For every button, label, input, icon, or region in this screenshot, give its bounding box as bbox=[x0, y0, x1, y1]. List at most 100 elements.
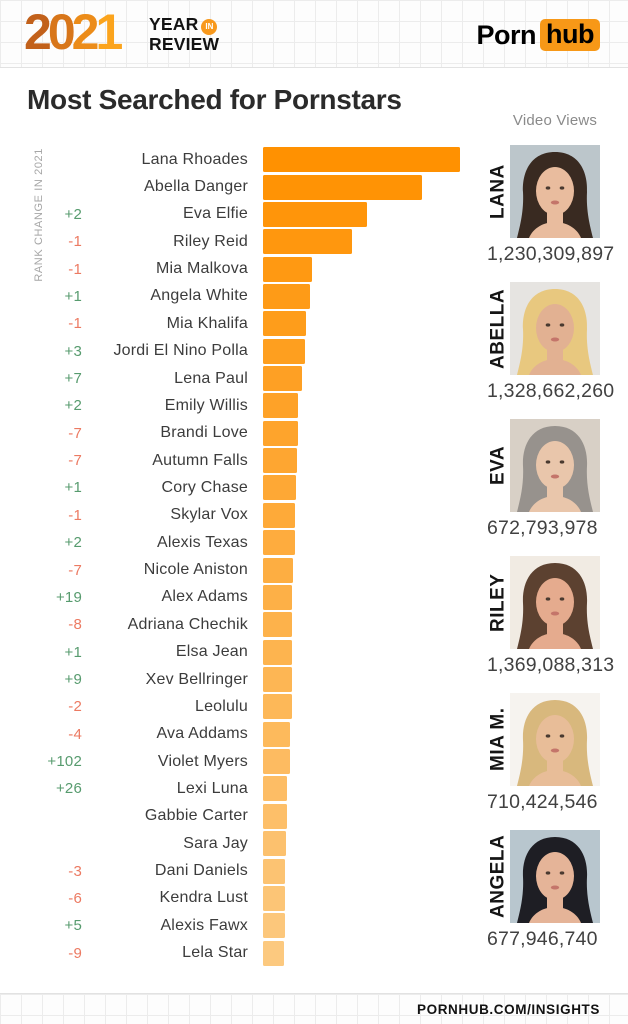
profile-name-vertical: EVA bbox=[487, 445, 509, 486]
pornstar-name: Violet Myers bbox=[157, 752, 248, 770]
rank-change-value: -4 bbox=[68, 725, 82, 743]
pornstar-name: Xev Bellringer bbox=[145, 670, 248, 688]
profile-photo bbox=[510, 556, 600, 649]
profile-video-views-count: 672,793,978 bbox=[487, 517, 598, 539]
video-views-sidebar: Video Views LANA 1,230,309,897 ABELLA 1,… bbox=[487, 112, 615, 951]
rank-change-value: -7 bbox=[68, 452, 82, 470]
rank-change-value: -3 bbox=[68, 862, 82, 880]
search-volume-bar bbox=[263, 557, 293, 583]
search-volume-bar bbox=[263, 776, 287, 802]
in-circle-badge: IN bbox=[201, 19, 218, 35]
chart-row: Lana Rhoades bbox=[0, 146, 628, 173]
profile-block: ANGELA 677,946,740 bbox=[487, 830, 600, 951]
search-volume-bar bbox=[263, 229, 352, 255]
pornstar-name: Riley Reid bbox=[173, 232, 248, 250]
search-volume-bar bbox=[263, 612, 292, 638]
pornstar-name: Brandi Love bbox=[160, 424, 248, 442]
chart-row: +1 Angela White bbox=[0, 283, 628, 310]
chart-row: -2 Leolulu bbox=[0, 693, 628, 720]
pornstar-name: Lexi Luna bbox=[176, 779, 248, 797]
year-in-review-label: YEAR IN REVIEW bbox=[149, 15, 219, 53]
search-volume-bar bbox=[263, 885, 285, 911]
search-volume-bar bbox=[263, 667, 292, 692]
rank-change-value: -8 bbox=[68, 616, 82, 634]
profile-name-vertical: LANA bbox=[487, 164, 509, 219]
profile-name-vertical: ABELLA bbox=[487, 288, 509, 369]
chart-row: -1 Mia Malkova bbox=[0, 255, 628, 282]
pornstar-name: Lena Paul bbox=[174, 369, 248, 387]
pornstar-name: Leolulu bbox=[194, 697, 248, 715]
pornstar-name: Eva Elfie bbox=[183, 205, 248, 223]
chart-row: -1 Riley Reid bbox=[0, 228, 628, 255]
page-title: Most Searched for Pornstars bbox=[27, 84, 402, 115]
profile-photo bbox=[510, 830, 600, 923]
chart-row: Gabbie Carter bbox=[0, 803, 628, 830]
rank-change-value: -1 bbox=[68, 506, 82, 524]
rank-change-value: +1 bbox=[64, 287, 82, 305]
header-band: 2021 YEAR IN REVIEW Porn hub bbox=[0, 0, 628, 68]
rank-change-value: -9 bbox=[68, 944, 82, 962]
search-volume-bar bbox=[263, 940, 284, 966]
search-volume-bar bbox=[263, 256, 312, 282]
pornstars-bar-chart: Lana Rhoades Abella Danger +2 Eva Elfie … bbox=[0, 146, 628, 967]
chart-row: +1 Cory Chase bbox=[0, 474, 628, 501]
pornstar-name: Skylar Vox bbox=[170, 506, 248, 524]
rank-change-value: +2 bbox=[64, 397, 82, 415]
profile-name-vertical: MIA M. bbox=[487, 707, 509, 772]
chart-row: +19 Alex Adams bbox=[0, 584, 628, 611]
rank-change-value: -1 bbox=[68, 315, 82, 333]
pornstar-name: Alexis Texas bbox=[156, 533, 248, 551]
search-volume-bar bbox=[263, 147, 460, 173]
rank-change-value: -7 bbox=[68, 424, 82, 442]
chart-row: -1 Mia Khalifa bbox=[0, 310, 628, 337]
rank-change-value: -1 bbox=[68, 260, 82, 278]
pornstar-name: Abella Danger bbox=[144, 178, 248, 196]
chart-row: -3 Dani Daniels bbox=[0, 857, 628, 884]
profile-video-views-count: 1,230,309,897 bbox=[487, 243, 615, 265]
chart-row: +3 Jordi El Nino Polla bbox=[0, 338, 628, 365]
rank-change-value: +9 bbox=[64, 671, 82, 688]
search-volume-bar bbox=[263, 366, 302, 392]
rank-change-value: +3 bbox=[64, 342, 82, 360]
pornstar-name: Jordi El Nino Polla bbox=[113, 342, 248, 360]
portrait-photo-placeholder bbox=[510, 830, 600, 923]
portrait-photo-placeholder bbox=[510, 282, 600, 375]
search-volume-bar bbox=[263, 448, 297, 474]
chart-row: -9 Lela Star bbox=[0, 939, 628, 966]
profile-block: LANA 1,230,309,897 bbox=[487, 145, 615, 266]
portrait-photo-placeholder bbox=[510, 556, 600, 649]
rank-change-value: +26 bbox=[55, 780, 82, 798]
pornstar-name: Kendra Lust bbox=[159, 889, 248, 907]
pornstar-name: Nicole Aniston bbox=[143, 561, 248, 579]
chart-row: +26 Lexi Luna bbox=[0, 775, 628, 802]
pornstar-name: Gabbie Carter bbox=[144, 807, 248, 825]
search-volume-bar bbox=[263, 721, 290, 747]
pornhub-logo-porn: Porn bbox=[476, 19, 537, 50]
search-volume-bar bbox=[263, 803, 287, 829]
profile-block: RILEY 1,369,088,313 bbox=[487, 556, 614, 677]
search-volume-bar bbox=[263, 338, 305, 364]
chart-row: -1 Skylar Vox bbox=[0, 502, 628, 529]
pornhub-logo: Porn hub bbox=[476, 19, 600, 51]
chart-row: Sara Jay bbox=[0, 830, 628, 857]
chart-row: +2 Eva Elfie bbox=[0, 201, 628, 228]
portrait-photo-placeholder bbox=[510, 693, 600, 786]
search-volume-bar bbox=[263, 475, 296, 501]
profile-photo bbox=[510, 693, 600, 786]
portrait-photo-placeholder bbox=[510, 145, 600, 238]
profile-name-vertical: ANGELA bbox=[487, 834, 509, 919]
profile-video-views-count: 710,424,546 bbox=[487, 791, 598, 813]
rank-change-value: +102 bbox=[47, 753, 82, 771]
pornstar-name: Dani Daniels bbox=[154, 862, 248, 880]
chart-row: +102 Violet Myers bbox=[0, 748, 628, 775]
profile-video-views-count: 1,328,662,260 bbox=[487, 380, 615, 402]
rank-change-value: +2 bbox=[64, 534, 82, 552]
chart-row: -7 Brandi Love bbox=[0, 420, 628, 447]
chart-row: -7 Nicole Aniston bbox=[0, 556, 628, 583]
profile-photo bbox=[510, 419, 600, 512]
search-volume-bar bbox=[263, 831, 286, 857]
pornstar-name: Cory Chase bbox=[161, 478, 248, 496]
video-views-label: Video Views bbox=[512, 112, 598, 129]
pornstar-name: Lela Star bbox=[182, 944, 248, 962]
